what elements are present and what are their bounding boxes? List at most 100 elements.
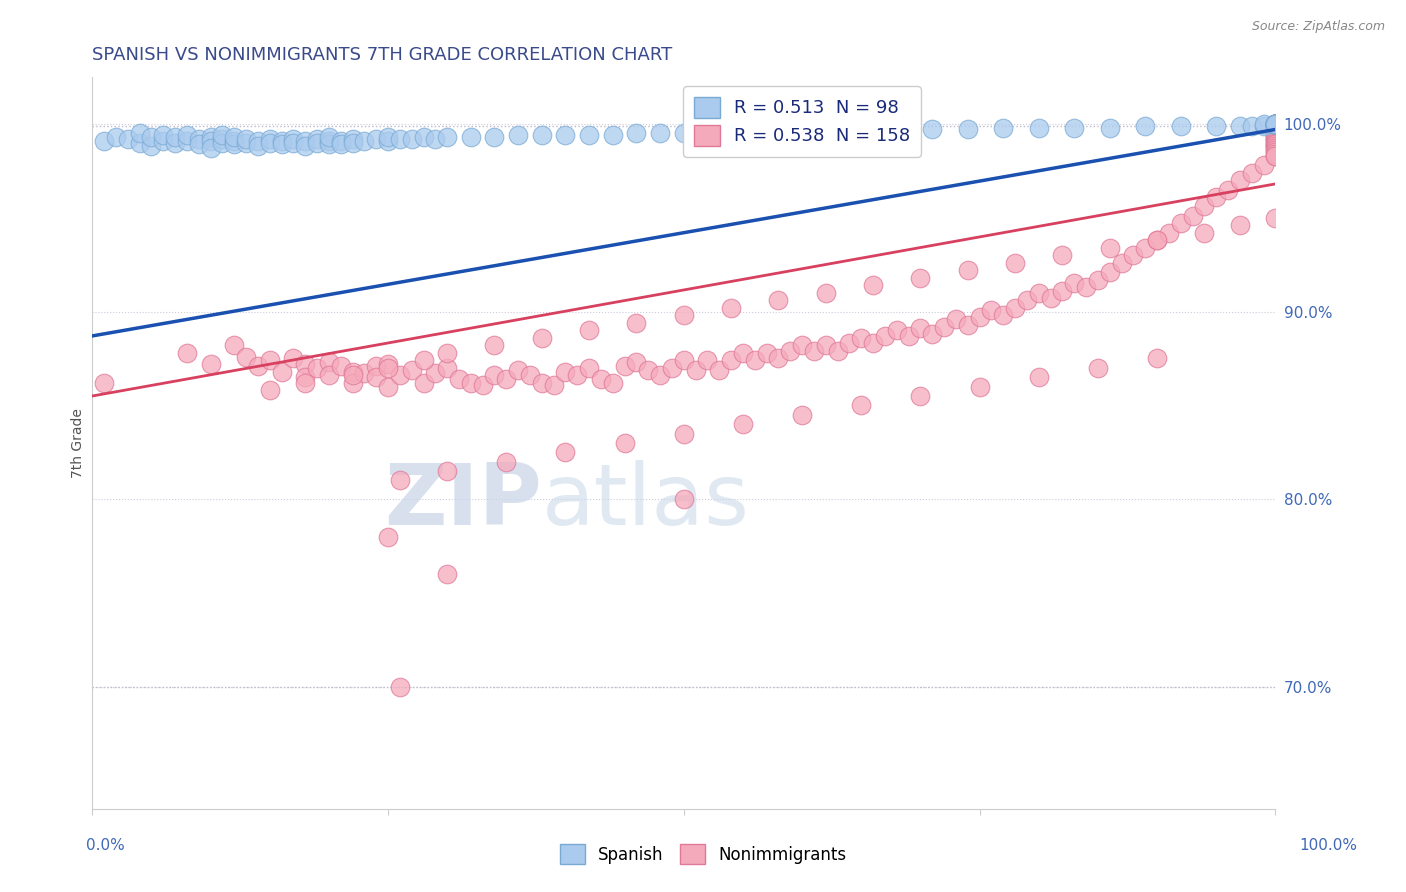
Point: [779, 124, 801, 138]
Point: [1004, 256, 1026, 270]
Point: [93, 376, 115, 390]
Point: [1264, 119, 1286, 133]
Point: [980, 302, 1002, 317]
Point: [366, 132, 388, 146]
Point: [672, 492, 695, 507]
Point: [1146, 351, 1168, 366]
Point: [318, 134, 340, 148]
Point: [1028, 285, 1050, 300]
Point: [270, 137, 292, 152]
Point: [1264, 134, 1286, 148]
Point: [1264, 117, 1286, 131]
Point: [176, 134, 198, 148]
Point: [650, 126, 672, 140]
Point: [235, 136, 257, 150]
Point: [602, 128, 624, 142]
Point: [578, 128, 600, 142]
Point: [993, 120, 1015, 135]
Point: [1264, 211, 1286, 225]
Point: [200, 141, 222, 155]
Point: [1194, 199, 1216, 213]
Point: [613, 436, 636, 450]
Point: [626, 316, 648, 330]
Point: [685, 362, 707, 376]
Point: [508, 362, 530, 376]
Point: [1264, 136, 1286, 150]
Point: [1264, 141, 1286, 155]
Point: [720, 301, 742, 315]
Point: [910, 389, 932, 403]
Point: [1264, 137, 1286, 152]
Point: [224, 137, 246, 152]
Point: [388, 474, 411, 488]
Point: [1264, 132, 1286, 146]
Point: [530, 331, 553, 345]
Point: [1111, 256, 1133, 270]
Point: [460, 130, 482, 145]
Point: [731, 417, 754, 432]
Point: [1135, 241, 1157, 255]
Point: [294, 134, 316, 148]
Point: [1098, 241, 1121, 255]
Point: [814, 338, 837, 352]
Point: [270, 365, 292, 379]
Point: [1264, 117, 1286, 131]
Point: [709, 126, 731, 140]
Point: [329, 137, 352, 152]
Point: [567, 368, 589, 383]
Point: [377, 530, 399, 544]
Point: [366, 359, 388, 373]
Point: [709, 362, 731, 376]
Point: [1028, 120, 1050, 135]
Point: [519, 368, 541, 383]
Point: [128, 136, 150, 150]
Point: [329, 359, 352, 373]
Point: [342, 376, 364, 390]
Point: [851, 331, 873, 345]
Point: [377, 134, 399, 148]
Point: [1087, 360, 1109, 375]
Point: [283, 136, 305, 150]
Point: [602, 376, 624, 390]
Point: [637, 362, 659, 376]
Point: [1052, 284, 1074, 298]
Point: [543, 377, 565, 392]
Point: [1264, 117, 1286, 131]
Point: [425, 132, 447, 146]
Point: [1264, 122, 1286, 136]
Point: [1229, 119, 1251, 133]
Point: [720, 353, 742, 368]
Point: [460, 376, 482, 390]
Point: [873, 329, 896, 343]
Point: [401, 132, 423, 146]
Point: [224, 134, 246, 148]
Point: [1264, 143, 1286, 157]
Point: [1264, 117, 1286, 131]
Point: [342, 365, 364, 379]
Point: [412, 130, 434, 145]
Point: [388, 132, 411, 146]
Point: [1264, 149, 1286, 163]
Point: [696, 353, 718, 368]
Point: [1098, 120, 1121, 135]
Point: [1264, 128, 1286, 142]
Point: [163, 136, 186, 150]
Point: [1264, 117, 1286, 131]
Point: [305, 132, 328, 146]
Point: [305, 360, 328, 375]
Point: [200, 357, 222, 371]
Point: [270, 134, 292, 148]
Point: [211, 128, 233, 142]
Point: [1264, 124, 1286, 138]
Point: [1264, 117, 1286, 131]
Point: [235, 350, 257, 364]
Point: [779, 343, 801, 358]
Point: [495, 372, 517, 386]
Point: [921, 327, 943, 342]
Point: [318, 368, 340, 383]
Point: [650, 368, 672, 383]
Point: [484, 368, 506, 383]
Point: [1229, 173, 1251, 187]
Point: [613, 359, 636, 373]
Point: [1240, 119, 1263, 133]
